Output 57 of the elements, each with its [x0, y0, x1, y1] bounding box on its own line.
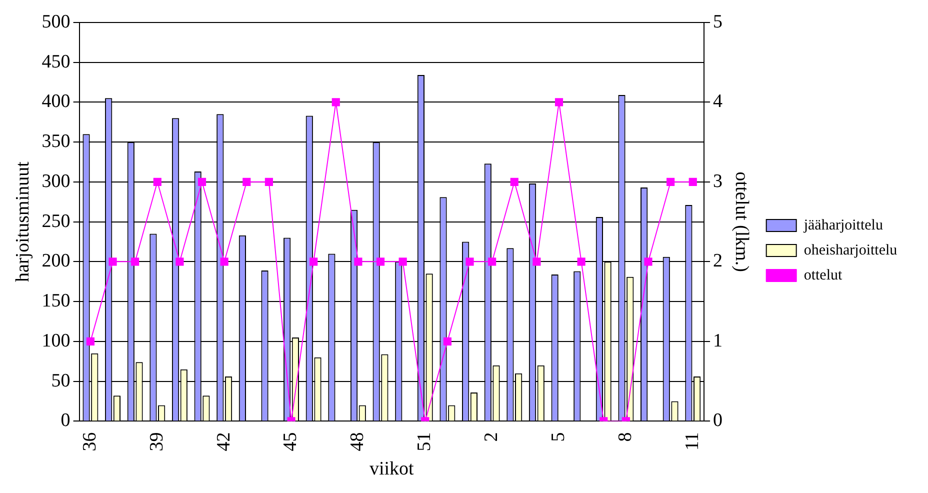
y-tick-label: 100 — [42, 330, 70, 352]
y-tick-label: 200 — [42, 250, 70, 272]
point — [398, 258, 407, 266]
x-tick-label: 45 — [280, 432, 302, 452]
y-tick-label: 500 — [42, 11, 70, 32]
y-axis-title: harjoitusminuut — [12, 160, 34, 282]
point — [310, 258, 318, 266]
legend-label: oheisharjoittelu — [804, 242, 898, 258]
y-tick-label: 250 — [42, 210, 70, 232]
y2-tick-label: 5 — [713, 11, 723, 32]
legend-label: jääharjoittelu — [802, 217, 884, 234]
point — [644, 258, 652, 266]
y-tick-label: 450 — [42, 51, 70, 72]
point — [443, 337, 452, 346]
point — [376, 258, 385, 266]
point — [466, 258, 474, 266]
point — [577, 258, 586, 266]
point — [688, 178, 697, 186]
x-tick-label: 11 — [682, 432, 703, 450]
point — [510, 178, 518, 186]
y2-axis-title: ottelut (lkm.) — [730, 172, 752, 272]
x-tick-label: 5 — [548, 432, 569, 442]
point — [108, 258, 117, 266]
point — [666, 178, 675, 186]
x-tick-label: 48 — [347, 432, 368, 452]
point — [332, 98, 340, 106]
point — [554, 98, 564, 106]
y-tick-label: 400 — [42, 91, 70, 112]
y-tick-label: 150 — [42, 290, 70, 312]
y-tick-label: 300 — [42, 170, 70, 192]
point — [488, 258, 496, 266]
x-tick-label: 39 — [146, 432, 168, 452]
y2-tick-label: 2 — [713, 250, 723, 272]
x-tick-label: 51 — [414, 432, 436, 452]
y2-tick-label: 0 — [713, 410, 723, 432]
point — [532, 258, 541, 266]
point — [176, 258, 184, 266]
legend-label: ottelut — [804, 267, 843, 284]
x-tick-label: 42 — [213, 432, 234, 452]
x-tick-label: 8 — [614, 432, 636, 442]
point — [264, 178, 273, 186]
x-tick-label: 36 — [79, 432, 100, 452]
y-tick-label: 350 — [42, 131, 70, 152]
point — [198, 178, 206, 186]
y2-tick-label: 3 — [713, 170, 723, 192]
y2-tick-label: 4 — [713, 91, 724, 112]
point — [86, 337, 94, 346]
x-tick-label: 2 — [481, 432, 502, 442]
point — [242, 178, 251, 186]
y-tick-label: 50 — [51, 370, 70, 392]
point — [131, 258, 140, 266]
point — [354, 258, 362, 266]
y2-tick-label: 1 — [713, 330, 723, 352]
point — [220, 258, 228, 266]
y-tick-label: 0 — [60, 410, 70, 432]
point — [153, 178, 162, 186]
x-axis-title: viikot — [369, 458, 415, 480]
